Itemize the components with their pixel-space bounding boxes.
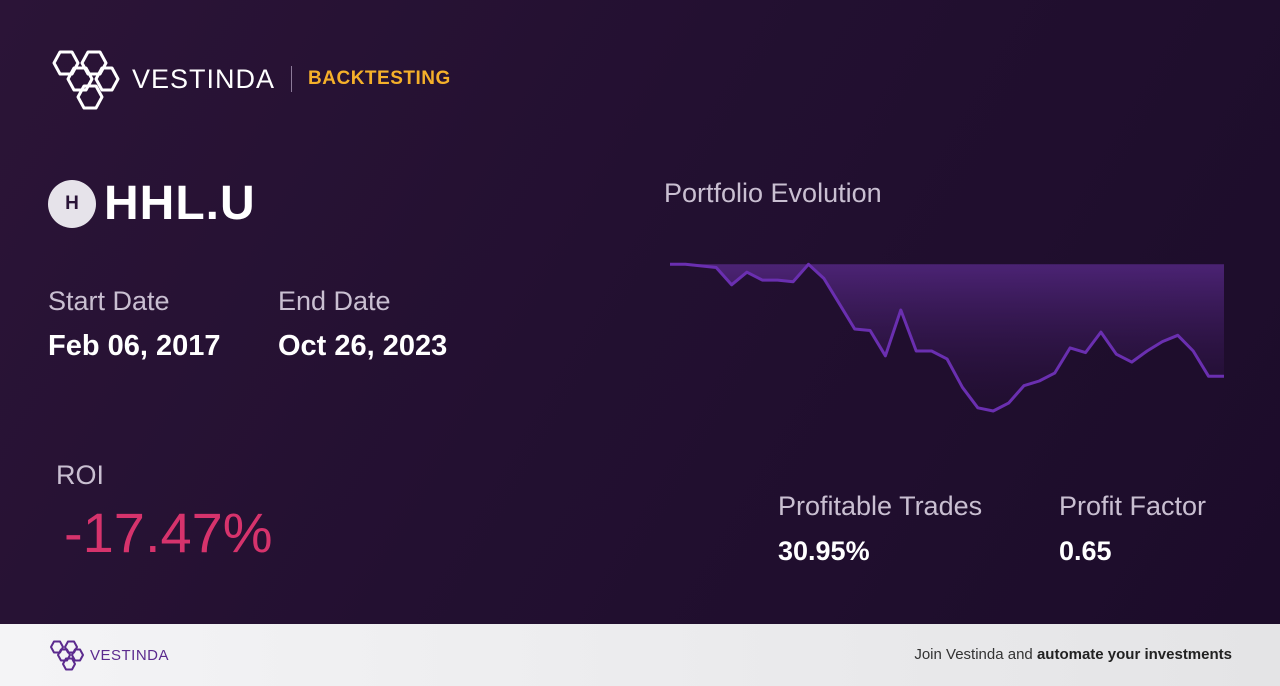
start-date-label: Start Date bbox=[48, 286, 170, 316]
footer-bar: VESTINDA Join Vestinda and automate your… bbox=[0, 624, 1280, 686]
profit-factor-label: Profit Factor bbox=[1059, 491, 1207, 521]
profit-factor-value: 0.65 bbox=[1059, 536, 1112, 566]
roi-value: -17.47% bbox=[64, 501, 273, 564]
chart-series-line bbox=[670, 262, 1224, 413]
brand-divider bbox=[291, 66, 293, 92]
profitable-trades-label: Profitable Trades bbox=[778, 491, 983, 521]
backtest-card: VESTINDA BACKTESTING H HHL.U Start Date … bbox=[0, 0, 1280, 624]
profitable-trades-value: 30.95% bbox=[778, 536, 870, 566]
end-date-value: Oct 26, 2023 bbox=[278, 330, 448, 362]
footer-cta-link[interactable]: Join Vestinda and automate your investme… bbox=[914, 646, 1232, 663]
portfolio-evolution-chart bbox=[670, 262, 1224, 413]
footer-cta-bold: automate your investments bbox=[1036, 646, 1232, 663]
brand-name: VESTINDA bbox=[132, 63, 276, 94]
chart-area-fill bbox=[670, 264, 1224, 411]
chart-title: Portfolio Evolution bbox=[664, 178, 882, 208]
ticker-header: H HHL.U bbox=[48, 176, 256, 231]
footer-brand[interactable]: VESTINDA bbox=[48, 638, 169, 672]
footer-brand-name: VESTINDA bbox=[90, 646, 170, 664]
roi-label: ROI bbox=[56, 460, 105, 490]
brand-header[interactable]: VESTINDA BACKTESTING bbox=[48, 46, 451, 112]
ticker-avatar: H bbox=[48, 179, 96, 228]
footer-cta-prefix: Join Vestinda and bbox=[914, 646, 1037, 663]
vestinda-logo-icon bbox=[50, 640, 84, 671]
end-date-label: End Date bbox=[278, 286, 391, 316]
ticker-symbol: HHL.U bbox=[104, 177, 256, 230]
vestinda-logo-icon bbox=[52, 50, 120, 110]
brand-tagline: BACKTESTING bbox=[308, 68, 451, 89]
start-date-value: Feb 06, 2017 bbox=[48, 330, 221, 362]
